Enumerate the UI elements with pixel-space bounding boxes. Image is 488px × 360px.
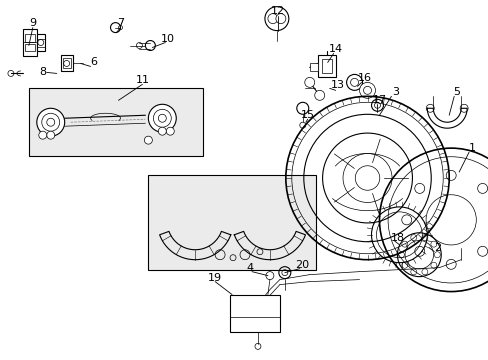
- Circle shape: [350, 78, 358, 86]
- Text: 6: 6: [90, 58, 97, 67]
- Text: 19: 19: [207, 273, 222, 283]
- Bar: [25, 44, 35, 51]
- Text: 2: 2: [433, 243, 440, 253]
- Circle shape: [304, 77, 314, 87]
- Circle shape: [39, 131, 47, 139]
- Circle shape: [158, 114, 166, 122]
- Text: 14: 14: [328, 44, 342, 54]
- Text: 13: 13: [330, 80, 344, 90]
- Text: 8: 8: [39, 67, 46, 77]
- Text: 10: 10: [161, 33, 175, 44]
- Circle shape: [153, 109, 171, 127]
- Circle shape: [359, 82, 375, 98]
- Bar: [29, 88, 203, 156]
- Circle shape: [264, 7, 288, 31]
- Text: 17: 17: [372, 95, 386, 105]
- Text: 5: 5: [453, 87, 460, 97]
- Bar: [309, 63, 317, 71]
- Circle shape: [275, 14, 285, 24]
- Circle shape: [363, 86, 371, 94]
- Circle shape: [346, 75, 362, 90]
- Circle shape: [267, 14, 277, 24]
- Circle shape: [299, 122, 305, 128]
- Text: 7: 7: [117, 18, 124, 28]
- Text: 9: 9: [29, 18, 36, 28]
- Bar: [23, 28, 37, 57]
- Text: 4: 4: [246, 263, 253, 273]
- Circle shape: [47, 131, 55, 139]
- Bar: [321, 59, 331, 73]
- Text: 1: 1: [468, 143, 475, 153]
- Text: 11: 11: [135, 75, 149, 85]
- Circle shape: [41, 113, 60, 131]
- Circle shape: [166, 127, 174, 135]
- Circle shape: [144, 136, 152, 144]
- Text: 12: 12: [270, 6, 285, 15]
- Circle shape: [158, 127, 166, 135]
- Text: 3: 3: [391, 87, 398, 97]
- Circle shape: [37, 108, 64, 136]
- Circle shape: [371, 99, 383, 111]
- Bar: [62, 58, 71, 68]
- Text: 15: 15: [300, 110, 314, 120]
- Bar: [37, 33, 45, 51]
- Circle shape: [374, 102, 380, 108]
- Bar: [317, 55, 335, 77]
- Bar: [61, 55, 73, 71]
- Text: 20: 20: [294, 260, 308, 270]
- Bar: [229, 294, 279, 332]
- Text: 16: 16: [357, 73, 371, 84]
- Circle shape: [296, 102, 308, 114]
- Circle shape: [47, 118, 55, 126]
- Circle shape: [148, 104, 176, 132]
- Bar: [148, 175, 315, 270]
- Bar: [25, 33, 35, 41]
- Circle shape: [314, 90, 324, 100]
- Text: 18: 18: [389, 233, 404, 243]
